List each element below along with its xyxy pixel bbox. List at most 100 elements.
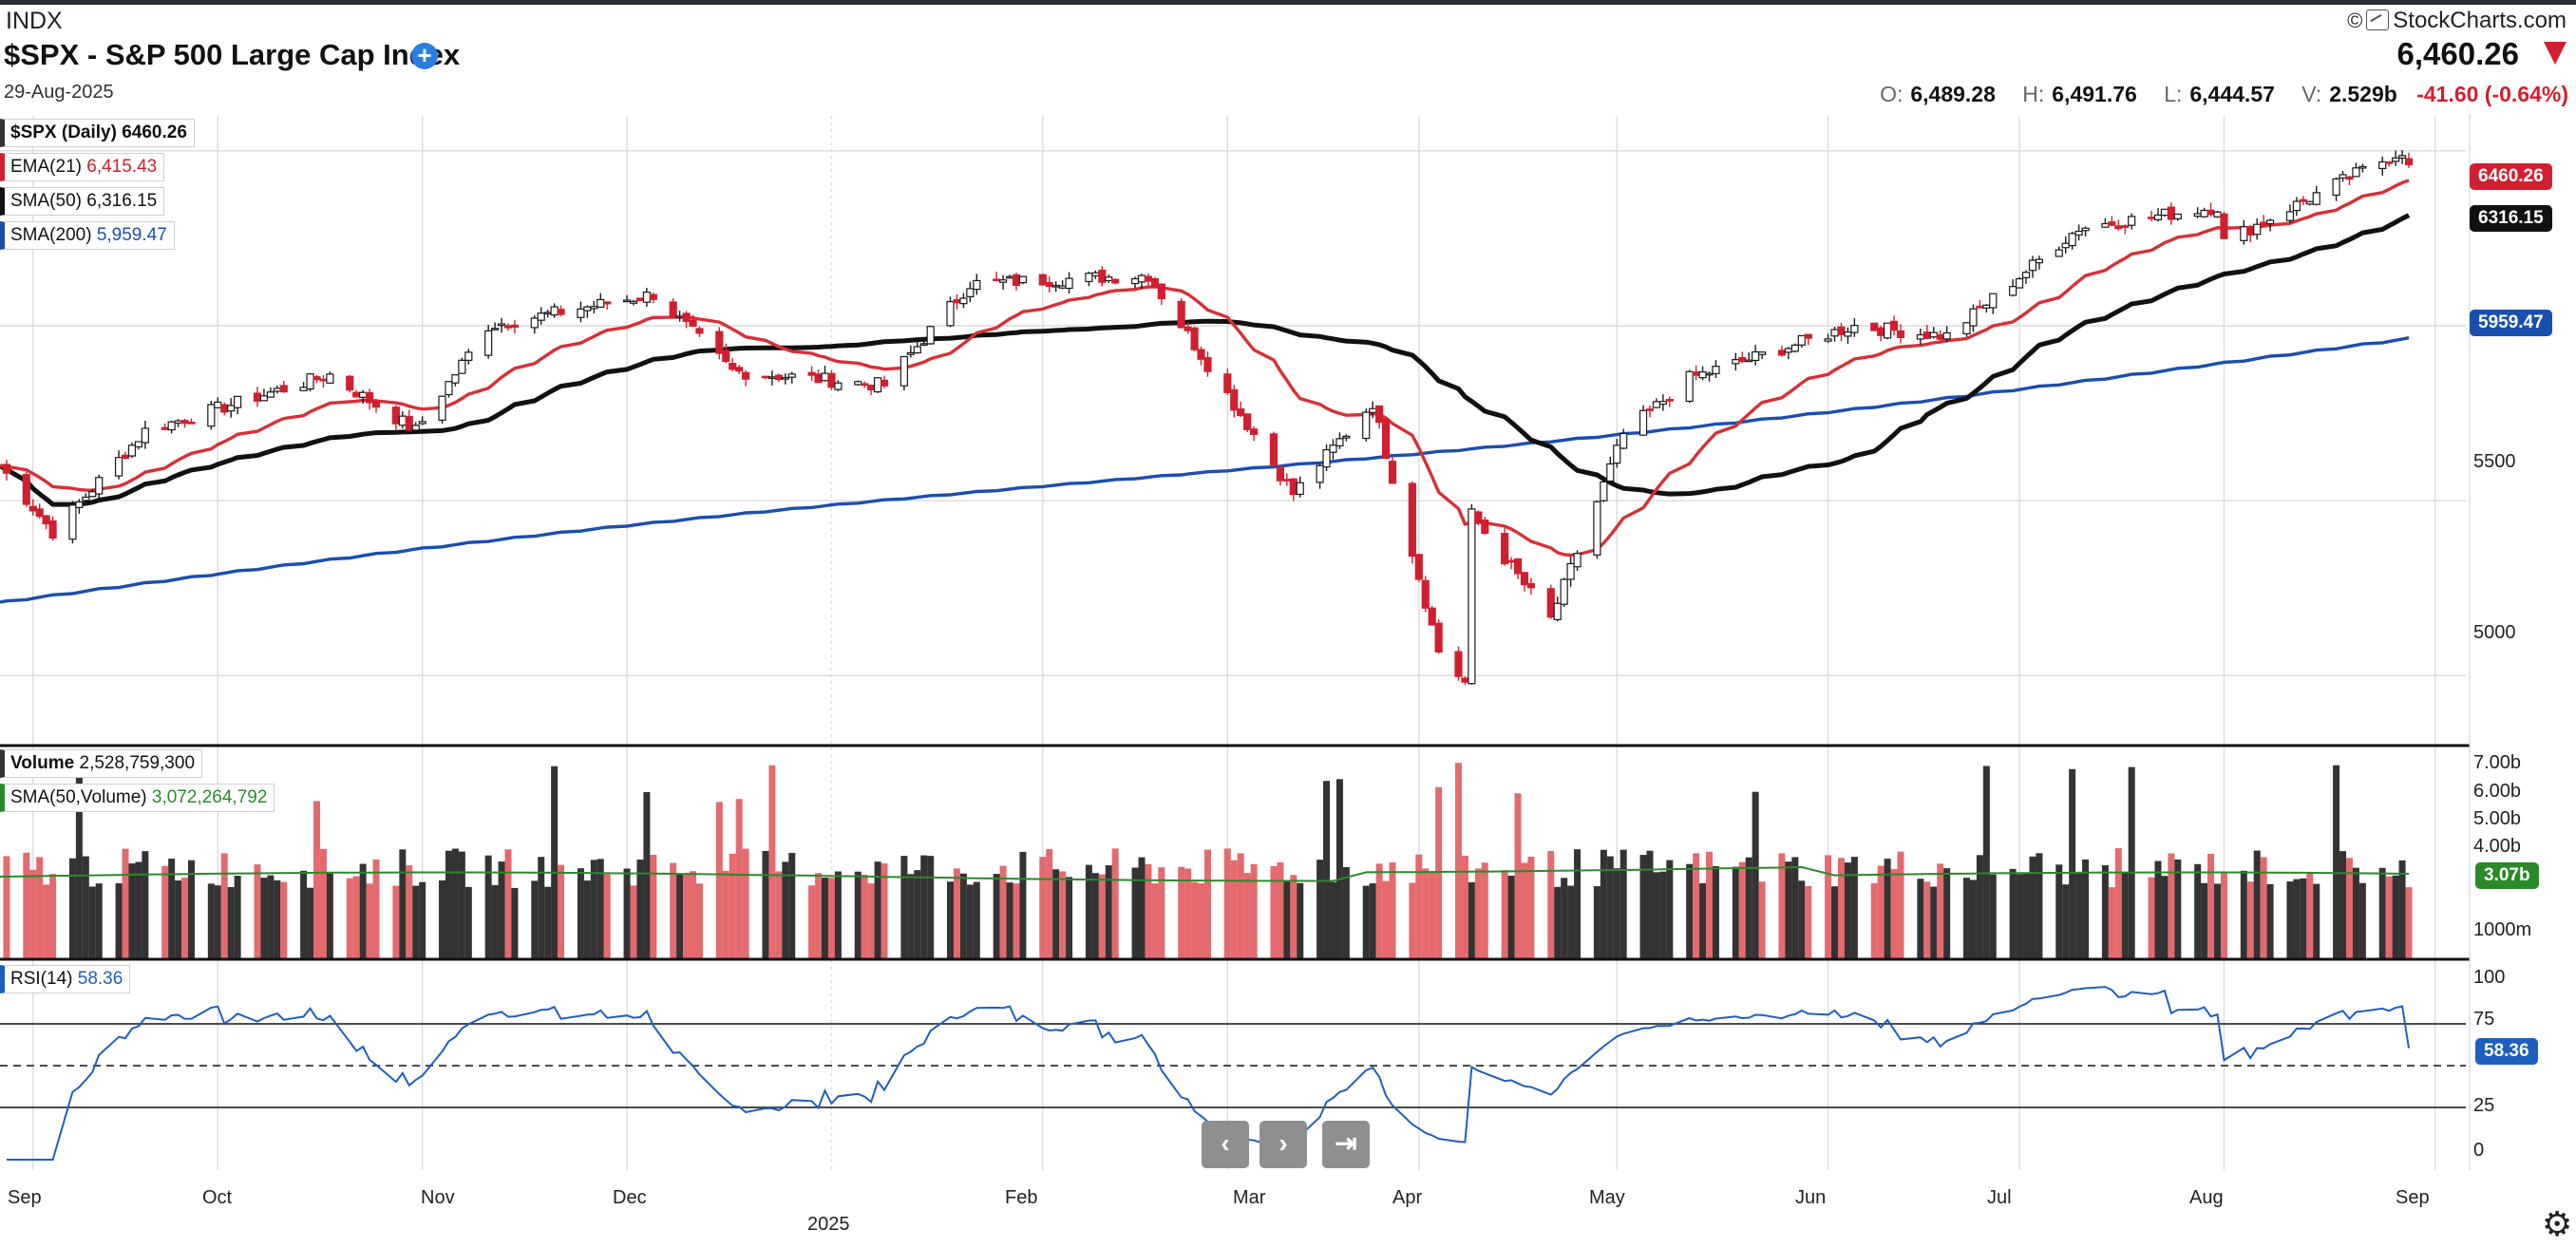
panel-frames [0,114,2471,1170]
candle-body [319,378,328,382]
volume-bar [1059,871,1067,959]
volume-bar [1131,867,1139,959]
candle-body [1335,438,1344,446]
legend-price: $SPX (Daily) 6460.26 [0,119,195,147]
volume-bar [874,861,881,959]
volume-bar [1890,868,1898,959]
volume-bar [2293,879,2301,959]
legend-sma50-label: SMA(50) [10,191,82,211]
legend-volume-label: Volume [10,753,75,773]
candle-body [1230,388,1239,411]
candle-body [1752,350,1760,362]
volume-bar [2220,873,2227,959]
volume-bar [815,873,823,959]
candle-body [2009,286,2017,296]
volume-bar [881,863,888,959]
volume-bar [1422,868,1430,959]
candle-body [787,373,796,378]
scroll-to-end-button[interactable]: ⇥ [1322,1121,1370,1168]
candle-body [2028,259,2037,272]
price-tick-5500: 5500 [2473,451,2516,472]
volume-bar [1046,848,1053,959]
volume-bar [2161,876,2169,959]
candle-body [1692,371,1700,376]
candle-body [2153,214,2163,220]
candle-body [134,441,143,448]
candle-body [1790,344,1799,352]
volume-sma-tag: 3.07b [2475,862,2539,889]
candle-body [537,312,545,321]
scroll-forward-button[interactable]: › [1260,1121,1307,1168]
volume-bar [993,874,1000,959]
candle-body [451,374,460,384]
volume-bar [1013,883,1020,959]
candle-body [1150,277,1159,288]
candle-body [214,401,222,408]
sma50-path [0,213,2411,507]
candle-body [1018,275,1028,284]
candle-body [1685,370,1694,403]
brand-logo[interactable]: © StockCharts.com [2347,8,2567,34]
candle-body [880,379,889,387]
candle-body [464,351,473,361]
gear-icon[interactable]: ⚙ [2542,1204,2573,1243]
volume-bar [1976,855,1983,959]
candle-body [161,426,169,430]
add-plus-icon[interactable]: + [411,43,438,69]
candle-body [1105,276,1113,282]
candle-body [227,405,236,412]
volume-bar [1409,882,1416,959]
candle-body [557,309,565,315]
legend-rsi-label: RSI(14) [10,969,73,989]
volume-bar [643,791,651,959]
candle-body [682,312,691,322]
candle-body [1282,479,1291,482]
volume-bar [2201,882,2208,959]
candle-body [95,477,104,495]
rsi-tick-0: 0 [2473,1140,2485,1161]
legend-sma200: SMA(200) 5,959.47 [0,221,175,250]
candle-body [1560,578,1568,605]
candle-body [299,387,308,391]
volume-bar [419,881,426,959]
legend-sma50: SMA(50) 6,316.15 [0,187,165,216]
month-label-feb: Feb [1005,1187,1038,1208]
candle-body [1434,622,1443,653]
volume-bar [1778,853,1786,959]
volume-bar [359,863,367,959]
ema21-path [0,179,2410,558]
volume-bar [2036,853,2043,959]
volume-bar [128,863,136,959]
volume-bar [782,861,789,959]
volume-bar [670,862,677,959]
candle-body [669,301,677,318]
volume-bar [1514,793,1522,959]
volume-bar [168,859,176,959]
candle-body [543,312,552,315]
candle-body [2068,233,2076,247]
candle-body [854,381,862,386]
volume-bar [927,856,935,959]
volume-bar [577,868,584,959]
scroll-back-button[interactable]: ‹ [1202,1121,1249,1168]
price-tick-5000: 5000 [2473,622,2516,643]
volume-bar [458,851,465,959]
candle-body [497,323,506,327]
volume-bar [392,885,400,959]
candle-body [1012,274,1021,286]
candle-body [715,331,724,354]
candle-body [1520,572,1529,586]
volume-bar [1501,870,1508,959]
volume-bar [1930,886,1938,959]
month-label-sep-2025: Sep [2396,1187,2430,1208]
candle-body [187,421,196,425]
volume-bar [2148,877,2155,959]
candle-body [1665,398,1674,402]
candle-body [774,374,783,381]
volume-bar [234,876,241,959]
candle-body [867,385,876,390]
down-arrow-icon [2544,42,2567,65]
brand-name: StockCharts.com [2393,8,2567,33]
candle-body [1421,579,1430,609]
